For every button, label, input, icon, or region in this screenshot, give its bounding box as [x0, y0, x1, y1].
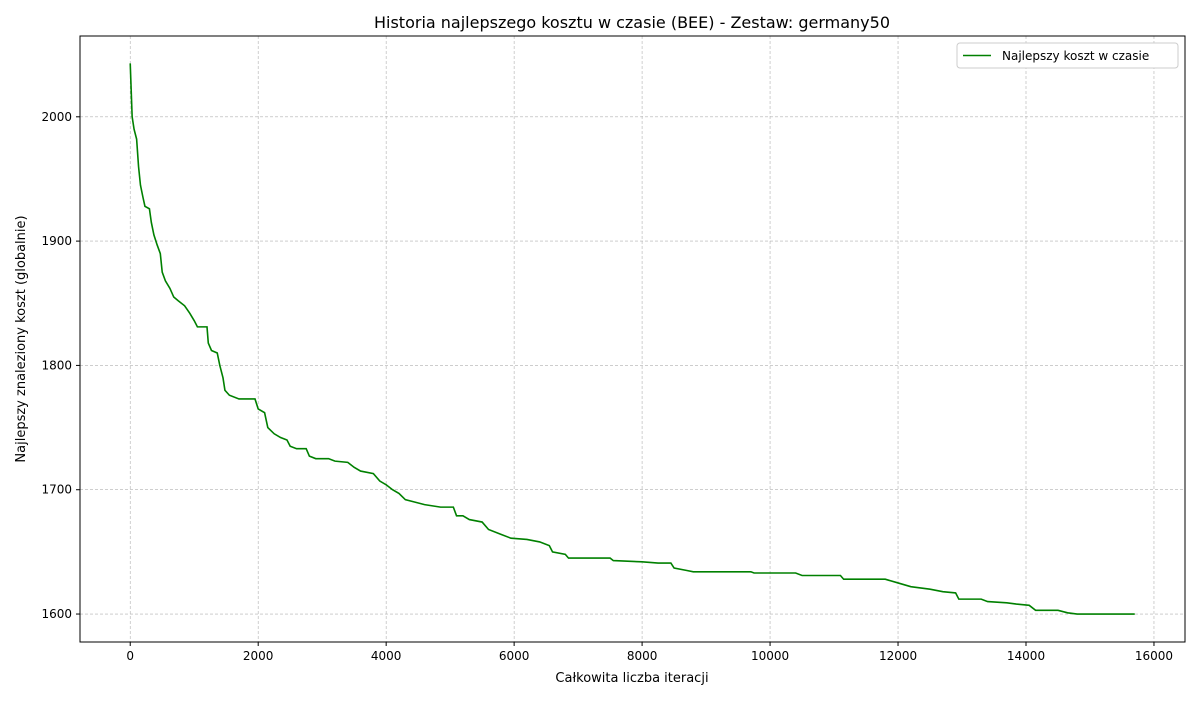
x-tick-label: 8000 — [627, 649, 658, 663]
x-tick-label: 0 — [126, 649, 134, 663]
line-series — [129, 63, 1135, 615]
x-tick-label: 14000 — [1007, 649, 1045, 663]
x-tick-label: 2000 — [243, 649, 274, 663]
legend-box — [956, 42, 1179, 69]
chart-title: Historia najlepszego kosztu w czasie (BE… — [374, 13, 890, 32]
x-tick-label: 12000 — [879, 649, 917, 663]
y-axis-label: Najlepszy znaleziony koszt (globalnie) — [14, 215, 29, 462]
x-tick-label: 6000 — [499, 649, 530, 663]
x-tick-label: 16000 — [1135, 649, 1173, 663]
y-tick-label: 1600 — [41, 607, 72, 621]
y-tick-label: 1800 — [41, 358, 72, 372]
y-tick-label: 2000 — [41, 110, 72, 124]
legend-label: Najlepszy koszt w czasie — [1002, 49, 1149, 63]
y-tick-label: 1900 — [41, 234, 72, 248]
y-tick-label: 1700 — [41, 483, 72, 497]
x-axis-label: Całkowita liczba iteracji — [555, 671, 708, 686]
x-tick-label: 10000 — [751, 649, 789, 663]
x-tick-label: 4000 — [371, 649, 402, 663]
plot-frame — [79, 35, 1186, 643]
